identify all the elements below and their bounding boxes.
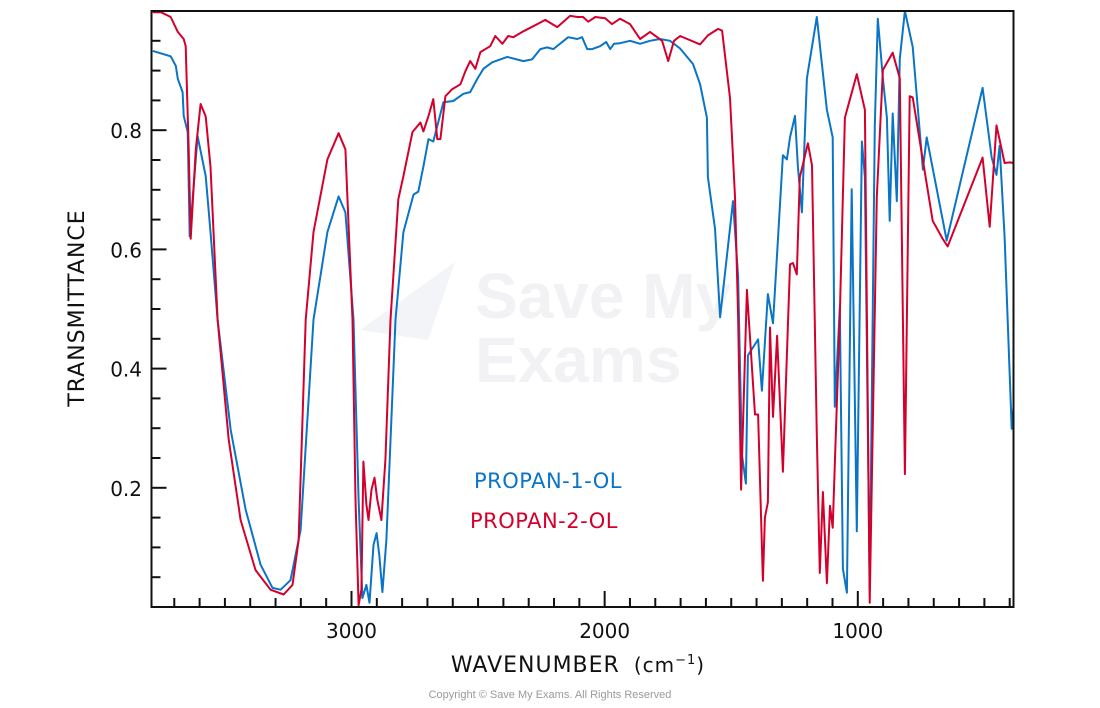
ticks-layer [151,39,1011,607]
legend-item-propan-2-ol: PROPAN-2-OL [470,509,618,533]
legend: PROPAN-1-OL PROPAN-2-OL [470,469,622,533]
series-line-propan-2-ol [152,11,1014,607]
y-tick-label: 0.6 [110,238,142,262]
x-axis-unit: (cm [634,653,675,677]
legend-item-propan-1-ol: PROPAN-1-OL [474,469,622,493]
watermark-line1: Save My [475,260,732,332]
x-axis-label: WAVENUMBER (cm−1) [451,653,705,678]
watermark-line2: Exams [475,324,681,396]
x-tick-label: 1000 [832,619,883,643]
x-axis-label-main: WAVENUMBER [451,653,620,678]
y-tick-labels: 0.2 0.4 0.6 0.8 [110,119,142,501]
watermark: Save My Exams [360,260,732,396]
x-tick-label: 3000 [326,619,377,643]
copyright-notice: Copyright © Save My Exams. All Rights Re… [429,689,672,701]
x-axis-unit-close: ) [696,653,705,677]
y-tick-label: 0.8 [110,119,142,143]
x-tick-labels: 3000 2000 1000 [326,619,883,643]
y-axis-label: TRANSMITTANCE [65,209,90,407]
y-tick-label: 0.4 [110,358,142,382]
y-tick-label: 0.2 [110,477,142,501]
x-tick-label: 2000 [579,619,630,643]
watermark-logo-icon [360,262,455,340]
series-layer [152,10,1015,607]
x-axis-unit-sup: −1 [675,653,696,668]
